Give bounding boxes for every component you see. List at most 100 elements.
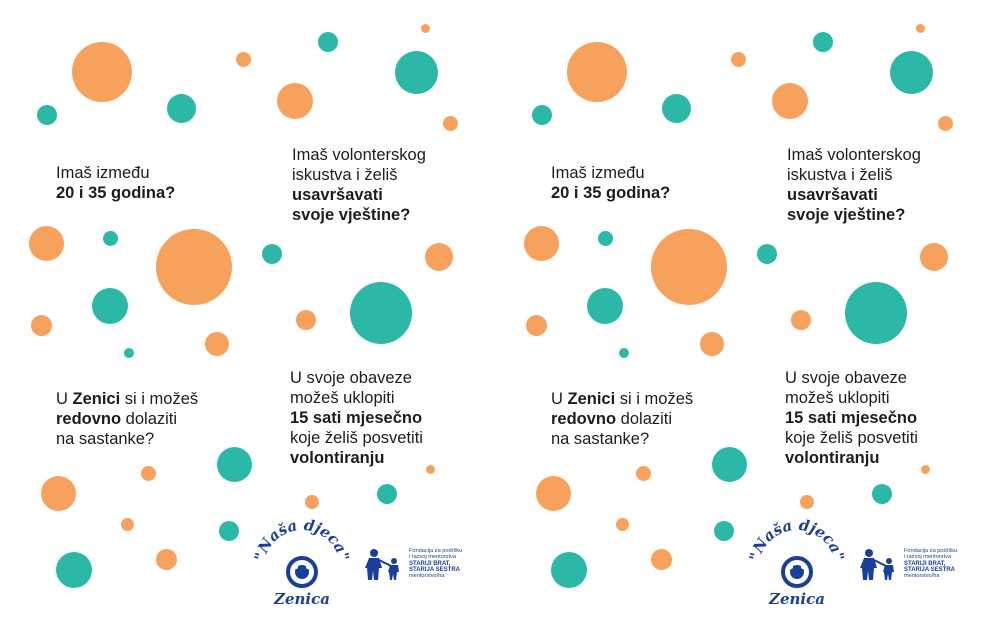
question-time-line2: možeš uklopiti (290, 389, 395, 407)
foundation-text: Fondacija za podršku i razvoj mentorstva… (409, 548, 462, 579)
question-time-line1: U svoje obaveze (290, 369, 412, 387)
mentor-figures-icon (365, 549, 399, 580)
question-age: Imaš između 20 i 35 godina? (56, 163, 175, 203)
orange-dot (920, 243, 948, 271)
teal-dot (532, 105, 552, 125)
nasa-djeca-logo: "Naša djeca" Zenica (749, 516, 844, 608)
text: dolaziti (616, 410, 673, 428)
text: U (551, 390, 568, 408)
orange-dot (141, 466, 156, 481)
teal-dot (845, 282, 907, 344)
question-experience-line4: svoje vještine? (292, 206, 411, 224)
question-age-line2: 20 i 35 godina? (56, 184, 176, 202)
orange-dot (567, 42, 627, 102)
teal-dot (167, 94, 196, 123)
orange-dot (121, 518, 134, 531)
logo-top-textpath: "Naša djeca" (749, 516, 844, 563)
orange-dot (731, 52, 746, 67)
question-experience-line4: svoje vještine? (787, 206, 906, 224)
orange-dot (421, 24, 430, 33)
question-experience: Imaš volonterskog iskustva i želiš usavr… (292, 145, 426, 225)
orange-dot (426, 465, 435, 474)
text: si i možeš (615, 390, 694, 408)
foundation-line4: STARIJA SESTRA (904, 566, 956, 573)
question-time: U svoje obaveze možeš uklopiti 15 sati m… (290, 368, 423, 468)
orange-dot (700, 332, 724, 356)
text-redovno: redovno (551, 410, 617, 428)
orange-dot (616, 518, 629, 531)
orange-dot (277, 83, 313, 119)
question-location-line2: redovno dolaziti (551, 409, 693, 429)
teal-dot (598, 231, 613, 246)
teal-dot (124, 348, 134, 358)
teal-dot (890, 51, 933, 94)
question-time-line4: koje želiš posvetiti (785, 429, 918, 447)
orange-dot (938, 116, 953, 131)
teal-dot (395, 51, 438, 94)
orange-dot (156, 229, 232, 305)
question-time-line5: volontiranju (785, 449, 880, 467)
orange-dot (72, 42, 132, 102)
orange-dot (443, 116, 458, 131)
teal-dot (872, 484, 892, 504)
question-age-line1: Imaš između (56, 164, 150, 182)
orange-dot (921, 465, 930, 474)
text-redovno: redovno (56, 410, 122, 428)
text: U (56, 390, 73, 408)
foundation-line1: Fondacija za podršku (409, 548, 463, 554)
question-experience-line1: Imaš volonterskog (787, 146, 921, 164)
teal-dot (757, 244, 777, 264)
question-time-line1: U svoje obaveze (785, 369, 907, 387)
text-zenici: Zenici (72, 390, 121, 408)
teal-dot (587, 288, 623, 324)
question-age: Imaš između 20 i 35 godina? (551, 163, 670, 203)
teal-dot (619, 348, 629, 358)
foundation-line1: Fondacija za podršku (904, 548, 958, 554)
question-time: U svoje obaveze možeš uklopiti 15 sati m… (785, 368, 918, 468)
text: si i možeš (120, 390, 199, 408)
nasa-djeca-logo: "Naša djeca" Zenica (254, 516, 349, 608)
orange-dot (791, 310, 811, 330)
orange-dot (296, 310, 316, 330)
question-time-line4: koje želiš posvetiti (290, 429, 423, 447)
question-experience: Imaš volonterskog iskustva i želiš usavr… (787, 145, 921, 225)
logo-top-text: "Naša djeca" (749, 516, 844, 563)
stariji-brat-logo: Fondacija za podršku i razvoj mentorstva… (361, 548, 481, 582)
foundation-line3: STARIJI BRAT, (409, 560, 451, 567)
logo-bottom-text: Zenica (768, 590, 825, 608)
orange-dot (29, 226, 64, 261)
orange-dot (916, 24, 925, 33)
question-location-line3: na sastanke? (56, 430, 155, 448)
logo-top-textpath: "Naša djeca" (254, 516, 349, 563)
question-location-line3: na sastanke? (551, 430, 650, 448)
orange-dot (526, 315, 547, 336)
teal-dot (714, 521, 734, 541)
orange-dot (41, 476, 76, 511)
teal-dot (350, 282, 412, 344)
question-time-line3: 15 sati mjesečno (290, 409, 423, 427)
teal-dot (219, 521, 239, 541)
orange-dot (524, 226, 559, 261)
question-location-line1: U Zenici si i možeš (56, 389, 198, 409)
teal-dot (56, 552, 92, 588)
orange-dot (800, 495, 814, 509)
orange-dot (305, 495, 319, 509)
text: dolaziti (121, 410, 178, 428)
foundation-line3: STARIJI BRAT, (904, 560, 946, 567)
logo-bottom-text: Zenica (273, 590, 330, 608)
orange-dot (651, 549, 672, 570)
question-experience-line1: Imaš volonterskog (292, 146, 426, 164)
question-age-line2: 20 i 35 godina? (551, 184, 671, 202)
poster-left: Imaš između 20 i 35 godina? Imaš volonte… (29, 24, 481, 608)
question-location: U Zenici si i možeš redovno dolaziti na … (551, 389, 693, 449)
question-location: U Zenici si i možeš redovno dolaziti na … (56, 389, 198, 449)
teal-dot (318, 32, 338, 52)
question-experience-line3: usavršavati (292, 186, 383, 204)
teal-dot (103, 231, 118, 246)
orange-dot (536, 476, 571, 511)
teal-dot (662, 94, 691, 123)
question-time-line5: volontiranju (290, 449, 385, 467)
teal-dot (217, 447, 252, 482)
question-time-line3: 15 sati mjesečno (785, 409, 918, 427)
question-experience-line2: iskustva i želiš (292, 166, 398, 184)
